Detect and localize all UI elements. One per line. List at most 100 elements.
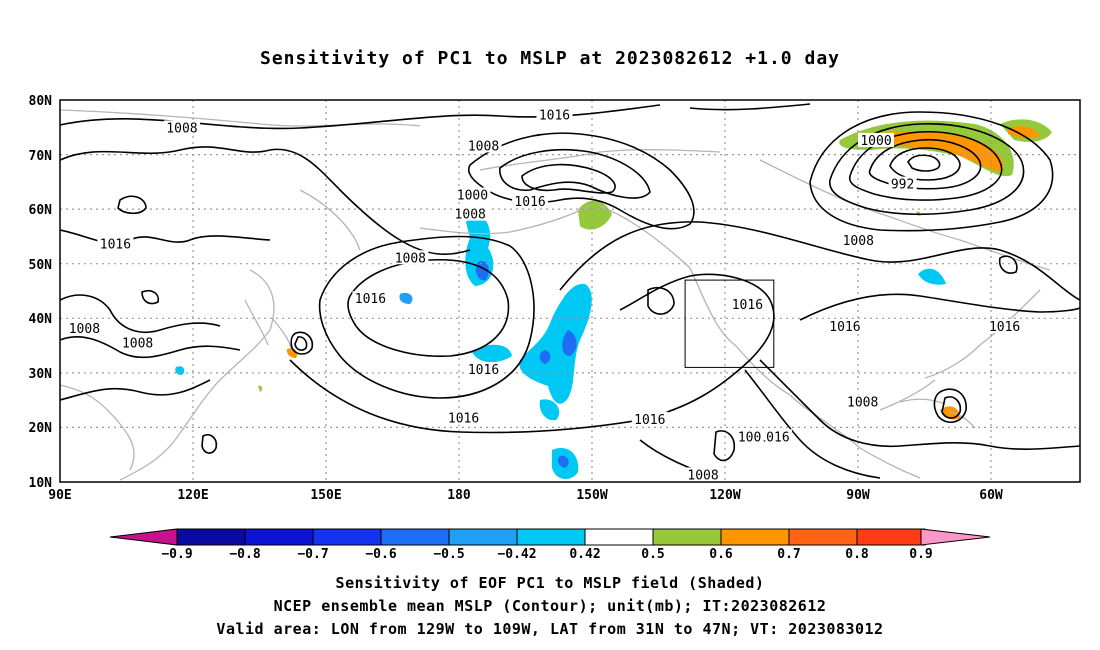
lon-label: 90E [48, 488, 71, 503]
lat-label: 50N [29, 258, 53, 273]
contour-line [848, 131, 1003, 201]
contour-label: 1016 [989, 320, 1020, 335]
north-america-coast [479, 149, 921, 479]
contour-label: 1016 [448, 412, 479, 427]
contour-label-bg [163, 120, 200, 135]
contour-label-bg [826, 319, 863, 334]
colorbar-above-max [920, 528, 991, 546]
contour-label-bg [840, 232, 877, 247]
contour-label: 1008 [687, 468, 718, 483]
contour-line [829, 123, 1025, 216]
lon-label: 120E [177, 488, 208, 503]
shade-negative [399, 292, 413, 304]
contour-label-bg [888, 176, 917, 191]
contour-line [868, 138, 982, 190]
colorbar: −0.9 −0.8 −0.7 −0.6 −0.5 −0.42 0.42 0.5 … [109, 528, 991, 562]
contour-line [689, 103, 811, 111]
contour-label: 1016 [732, 298, 763, 313]
east-coast [879, 289, 1041, 411]
contour-line [889, 147, 961, 181]
contour-label-bg [685, 467, 722, 482]
lon-label: 120W [709, 488, 740, 503]
colorbar-bin [652, 528, 722, 546]
contour-label: 1016 [355, 292, 386, 307]
lon-label: 90W [846, 488, 870, 503]
colorbar-label: −0.8 [229, 547, 260, 562]
shade-negative-core [557, 455, 569, 468]
contour-label: 1016 [100, 238, 131, 253]
colorbar-label: 0.6 [709, 547, 733, 562]
contour-line [60, 336, 241, 359]
contour-line [907, 154, 941, 172]
lon-label: 60W [979, 488, 1003, 503]
contour-label: 992 [891, 178, 914, 193]
contour-line [290, 331, 314, 355]
contour-line [941, 396, 962, 419]
shade-negative [175, 366, 185, 375]
contour-label: 1016 [539, 108, 570, 123]
colorbar-label: −0.42 [497, 547, 536, 562]
contour-label: 1016 [758, 430, 789, 445]
shade-negative [472, 344, 512, 363]
shade-negative [918, 268, 946, 285]
contour-line [521, 163, 616, 194]
caribbean-islands [899, 398, 976, 429]
contour-label: 100 [738, 430, 761, 445]
shade-negative-core [539, 350, 551, 364]
contour-line [998, 255, 1018, 274]
colorbar-label: 0.8 [845, 547, 869, 562]
contour-line [499, 148, 651, 199]
contour-label-bg [97, 236, 134, 251]
colorbar-label: 0.9 [909, 547, 932, 562]
contour-label: 1000 [457, 189, 488, 204]
contour-line [744, 369, 881, 479]
contour-label: 1016 [634, 413, 665, 428]
contour-label-bg [452, 206, 489, 221]
valid-area-box [684, 279, 775, 368]
caption-shading: Sensitivity of EOF PC1 to MSLP field (Sh… [335, 574, 765, 592]
contour-line [60, 294, 221, 333]
lat-label: 70N [29, 149, 53, 164]
contour-label-bg [445, 410, 482, 425]
colorbar-label: −0.5 [433, 547, 464, 562]
contour-label: 1016 [829, 320, 860, 335]
contour-line [289, 273, 775, 434]
contour-line [318, 235, 535, 399]
contour-line [713, 430, 736, 462]
colorbar-bin [244, 528, 314, 546]
japan-coast [244, 299, 293, 353]
lat-label: 10N [29, 476, 53, 491]
caption-contour: NCEP ensemble mean MSLP (Contour); unit(… [273, 597, 827, 615]
lat-label: 40N [29, 312, 53, 327]
shade-negative [539, 399, 560, 421]
lon-label: 150E [310, 488, 341, 503]
contour-label: 1008 [395, 251, 426, 266]
contour-label-bg [536, 107, 573, 122]
lon-label: 150W [576, 488, 607, 503]
contour-label-bg [465, 138, 502, 153]
contour-label-bg [352, 291, 389, 306]
contour-label: 1008 [468, 139, 499, 154]
lon-label: 180 [447, 488, 471, 503]
sensitivity-shading [175, 119, 1052, 480]
contour-label: 1000 [860, 134, 891, 149]
contour-label-bg [858, 132, 894, 147]
colorbar-bin [584, 528, 654, 546]
contour-line [60, 146, 471, 256]
colorbar-label: 0.7 [777, 547, 800, 562]
contour-label: 1008 [166, 121, 197, 136]
contour-label-bg [986, 319, 1023, 334]
colorbar-label: −0.7 [297, 547, 328, 562]
shade-positive [1008, 126, 1040, 139]
contour-labels: 1016100810081000100810161000992100810161… [66, 107, 1023, 483]
lat-label: 20N [29, 421, 53, 436]
contour-line [60, 229, 271, 245]
contour-line [933, 388, 967, 423]
colorbar-below-min [109, 528, 178, 546]
contour-line [809, 111, 1054, 232]
colorbar-bin [448, 528, 518, 546]
shade-negative [519, 283, 592, 404]
contour-line [141, 289, 160, 305]
contour-label: 1008 [847, 395, 878, 410]
